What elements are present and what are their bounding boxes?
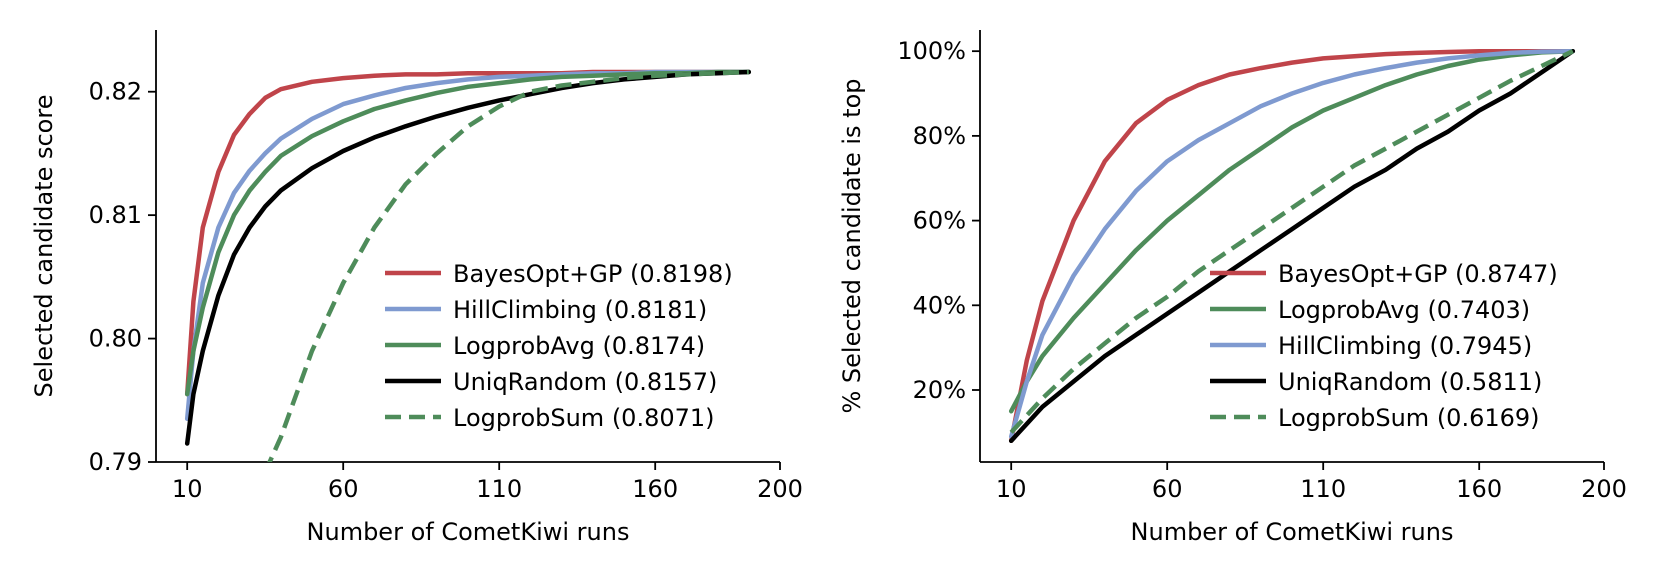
x-tick-label: 110 xyxy=(1300,475,1346,503)
series-lines xyxy=(1008,48,1576,444)
series-line-hillclimbing xyxy=(184,69,752,422)
y-tick-label: 0.82 xyxy=(89,78,142,106)
series-line-logprobavg xyxy=(1008,48,1576,414)
series-line-uniqrandom xyxy=(1008,48,1576,444)
legend-label: HillClimbing (0.8181) xyxy=(453,296,707,324)
y-tick-label: 40% xyxy=(913,291,966,319)
series-line-hillclimbing xyxy=(1008,48,1576,439)
legend-label: UniqRandom (0.5811) xyxy=(1278,368,1542,396)
x-tick-label: 200 xyxy=(1581,475,1627,503)
series-line-bayesopt-gp xyxy=(1008,48,1576,444)
series-line-logprobsum xyxy=(1009,49,1574,434)
series-lines xyxy=(184,69,752,462)
left-chart-panel: 10 60 110 160 200 0.79 0.80 0.81 0.82 Number of C… xyxy=(30,30,803,546)
y-tick-label: 0.81 xyxy=(89,201,142,229)
x-tick-label: 10 xyxy=(172,475,203,503)
x-tick-label: 60 xyxy=(1152,475,1183,503)
legend-label: LogprobSum (0.6169) xyxy=(1278,404,1540,432)
x-axis-label: Number of CometKiwi runs xyxy=(307,518,630,546)
legend-label: BayesOpt+GP (0.8198) xyxy=(453,260,733,288)
legend: BayesOpt+GP (0.8747) LogprobAvg (0.7403) H… xyxy=(1210,260,1558,432)
x-tick-label: 160 xyxy=(632,475,678,503)
x-tick-label: 160 xyxy=(1456,475,1502,503)
legend-label: UniqRandom (0.8157) xyxy=(453,368,717,396)
y-tick-label: 100% xyxy=(897,37,966,65)
legend-label: HillClimbing (0.7945) xyxy=(1278,332,1532,360)
x-axis-label: Number of CometKiwi runs xyxy=(1131,518,1454,546)
y-tick-label: 20% xyxy=(913,376,966,404)
legend-label: LogprobAvg (0.7403) xyxy=(1278,296,1530,324)
y-tick-label: 60% xyxy=(913,207,966,235)
series-line-logprobsum xyxy=(267,69,749,462)
right-chart-panel: 10 60 110 160 200 20% 40% 60% 80% 100% Number of C… xyxy=(838,30,1627,546)
x-tick-label: 10 xyxy=(996,475,1027,503)
legend-label: LogprobAvg (0.8174) xyxy=(453,332,705,360)
y-axis-label: % Selected candidate is top xyxy=(838,79,866,414)
y-tick-label: 0.79 xyxy=(89,448,142,476)
x-tick-label: 200 xyxy=(757,475,803,503)
y-tick-label: 80% xyxy=(913,122,966,150)
y-tick-label: 0.80 xyxy=(89,325,142,353)
legend-label: LogprobSum (0.8071) xyxy=(453,404,715,432)
series-line-logprobavg xyxy=(184,69,752,397)
y-axis-label: Selected candidate score xyxy=(30,95,58,398)
legend-label: BayesOpt+GP (0.8747) xyxy=(1278,260,1558,288)
x-tick-label: 110 xyxy=(476,475,522,503)
legend: BayesOpt+GP (0.8198) HillClimbing (0.8181… xyxy=(385,260,733,432)
x-tick-label: 60 xyxy=(328,475,359,503)
